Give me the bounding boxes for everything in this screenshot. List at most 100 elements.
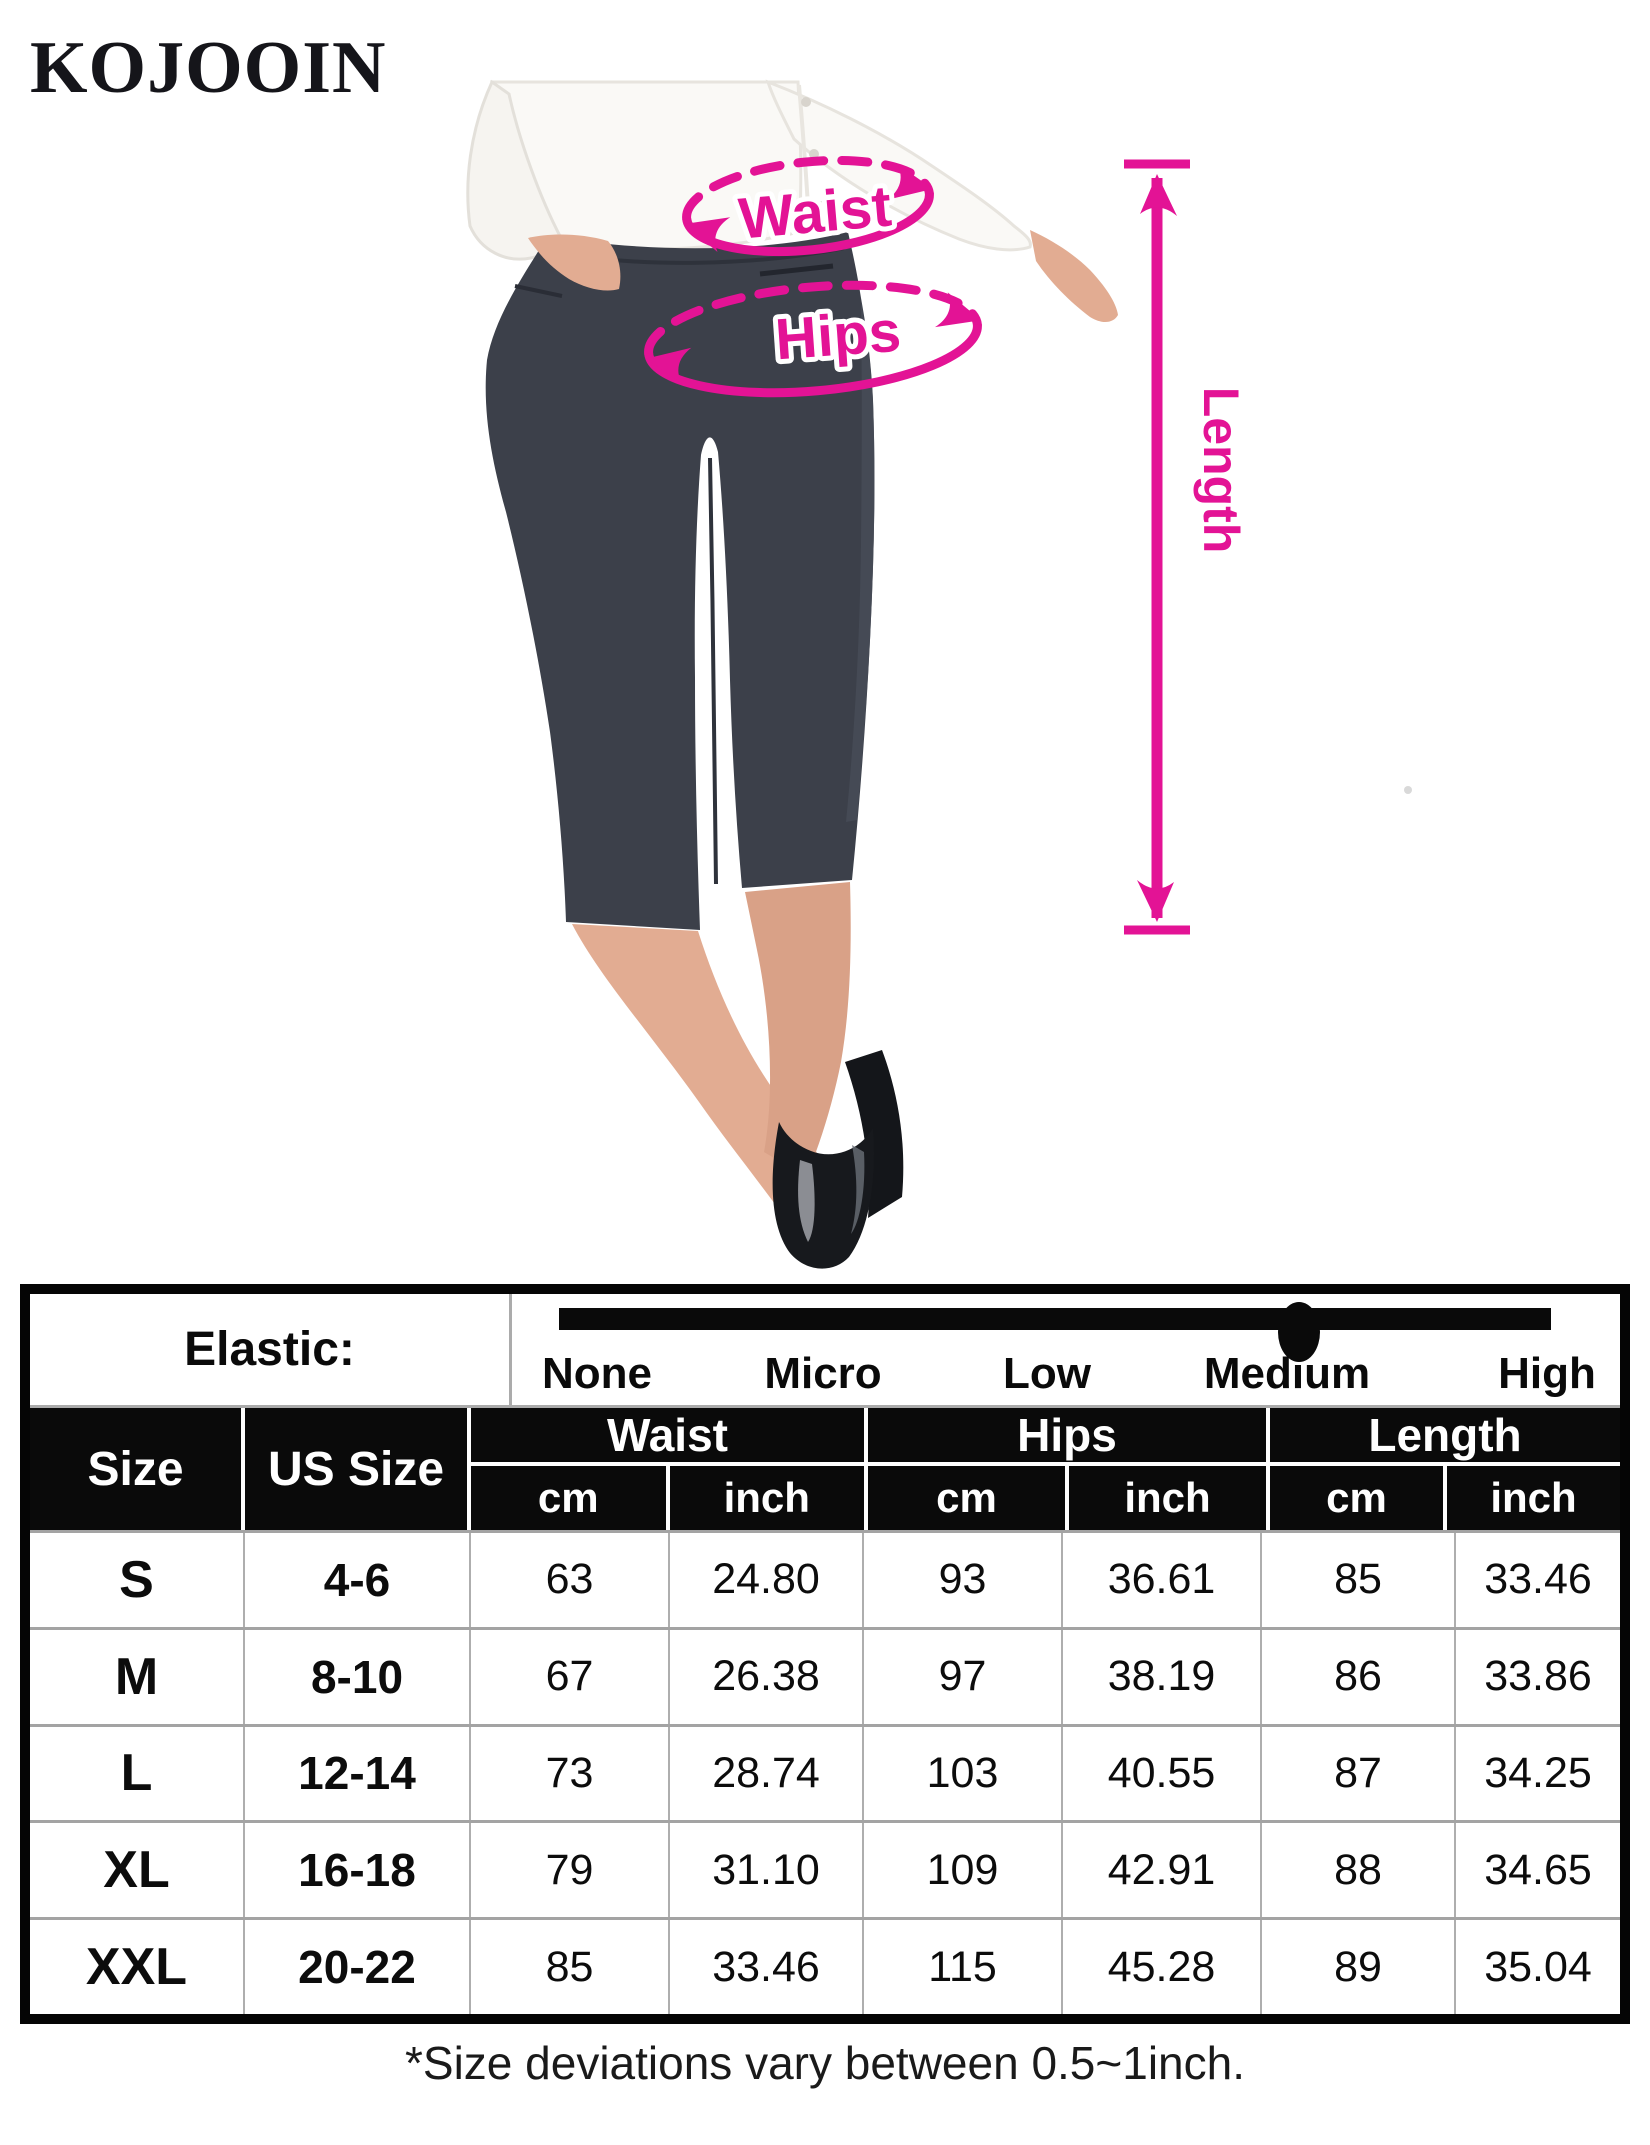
cell-waist-inch: 33.46 [670,1920,864,2014]
shoe-gloss-highlight [851,1145,865,1234]
blouse-placket-line [797,84,811,227]
cell-size: S [30,1533,245,1627]
pants-leg-crease [708,457,718,885]
cell-waist-inch: 24.80 [670,1533,864,1627]
table-row-xl: XL 16-18 79 31.10 109 42.91 88 34.65 [30,1820,1620,1918]
left-sleeve-shape [466,79,563,261]
pants-right-pocket-line [759,263,834,277]
stray-dot [1404,786,1412,794]
table-row-xxl: XXL 20-22 85 33.46 115 45.28 89 35.04 [30,1917,1620,2014]
waist-ellipse-dashed-arc [682,155,934,224]
cell-waist-cm: 73 [471,1726,670,1821]
cell-hips-cm: 115 [864,1920,1063,2014]
brand-logo: KOJOOIN [30,27,387,109]
header-group-length: Length cm inch [1270,1408,1620,1530]
header-hips-label: Hips [868,1408,1266,1466]
cell-length-cm: 88 [1262,1823,1456,1918]
cell-us-size: 8-10 [245,1629,471,1724]
waist-annotation: Waist [679,155,937,257]
cell-hips-cm: 97 [864,1629,1063,1724]
cell-length-inch: 33.46 [1484,1555,1592,1604]
slider-dot [1278,1302,1321,1362]
header-group-waist: Waist cm inch [471,1408,868,1530]
model-illustration [466,79,1412,1269]
table-row-l: L 12-14 73 28.74 103 40.55 87 34.25 [30,1723,1620,1821]
header-length-cm: cm [1270,1466,1447,1530]
front-leg-shape [572,924,838,1237]
elastic-level-none: None [542,1349,652,1398]
elastic-level-low: Low [1003,1349,1091,1398]
cell-size: XXL [30,1920,245,2014]
cell-waist-cm: 79 [471,1823,670,1918]
cell-length-inch: 35.04 [1484,1942,1592,1991]
cell-us-size: 16-18 [245,1823,471,1918]
size-table: Elastic: None Micro Low Medium High Size… [20,1284,1630,2024]
cell-hips-inch: 36.61 [1063,1533,1262,1627]
cell-length-cm: 87 [1262,1726,1456,1821]
cell-hips-inch: 40.55 [1063,1726,1262,1821]
cell-length-cm: 86 [1262,1629,1456,1724]
elastic-slider-track [559,1302,1551,1362]
pants-shape [485,232,875,930]
pants-left-pocket-line [514,284,563,298]
cell-waist-cm: 63 [471,1533,670,1627]
elastic-row: Elastic: None Micro Low Medium High [30,1294,1620,1408]
header-us-size: US Size [245,1408,471,1530]
table-header-row: Size US Size Waist cm inch Hips cm inch … [30,1408,1620,1530]
pants-highlight [846,300,875,822]
hips-ellipse-solid-arc [644,324,982,398]
cell-us-size: 20-22 [245,1920,471,2014]
cell-length-inch: 34.65 [1484,1845,1592,1894]
length-annotation-label: Length [1193,387,1249,554]
elastic-slider: None Micro Low Medium High [512,1294,1620,1405]
cell-size: XL [30,1823,245,1918]
cell-us-size: 12-14 [245,1726,471,1821]
cell-waist-inch: 28.74 [670,1726,864,1821]
cell-us-size: 4-6 [245,1533,471,1627]
front-heel-shoe [772,1122,874,1269]
hips-annotation: Hips [642,280,986,398]
cell-waist-cm: 67 [471,1629,670,1724]
cell-length-cm: 85 [1262,1533,1456,1627]
blouse-button [801,97,811,107]
elastic-label: Elastic: [30,1294,512,1405]
left-hand-in-pocket-shape [528,234,621,291]
header-size: Size [30,1408,245,1530]
header-hips-inch: inch [1069,1466,1266,1530]
table-row-m: M 8-10 67 26.38 97 38.19 86 33.86 [30,1626,1620,1724]
cell-hips-cm: 109 [864,1823,1063,1918]
cell-length-inch: 33.86 [1484,1652,1592,1701]
cell-waist-inch: 31.10 [670,1823,864,1918]
blouse-button [816,201,826,211]
header-waist-label: Waist [471,1408,864,1466]
cell-length-cm: 89 [1262,1920,1456,2014]
header-waist-inch: inch [669,1466,864,1530]
header-length-label: Length [1270,1408,1620,1466]
elastic-level-micro: Micro [764,1349,882,1398]
blouse-button [809,149,819,159]
waist-annotation-label: Waist [736,173,894,251]
cell-length-inch: 34.25 [1484,1748,1592,1797]
cell-hips-cm: 93 [864,1533,1063,1627]
header-hips-cm: cm [868,1466,1069,1530]
shoe-gloss-highlight [798,1160,815,1242]
size-deviation-footnote: *Size deviations vary between 0.5~1inch. [404,2037,1246,2089]
hips-annotation-label: Hips [773,299,903,373]
cell-hips-inch: 42.91 [1063,1823,1262,1918]
header-waist-cm: cm [471,1466,670,1530]
cell-waist-inch: 26.38 [670,1629,864,1724]
cell-waist-cm: 85 [471,1920,670,2014]
table-row-s: S 4-6 63 24.80 93 36.61 85 33.46 [30,1530,1620,1627]
elastic-level-high: High [1498,1349,1596,1398]
back-heel-shoe [845,1050,904,1218]
cell-size: M [30,1629,245,1724]
right-hand-shape [1030,230,1118,323]
elastic-level-medium: Medium [1203,1349,1371,1398]
header-group-hips: Hips cm inch [868,1408,1270,1530]
length-annotation: Length [1124,159,1254,935]
cell-size: L [30,1726,245,1821]
cell-hips-inch: 38.19 [1063,1629,1262,1724]
cell-hips-cm: 103 [864,1726,1063,1821]
header-length-inch: inch [1447,1466,1620,1530]
